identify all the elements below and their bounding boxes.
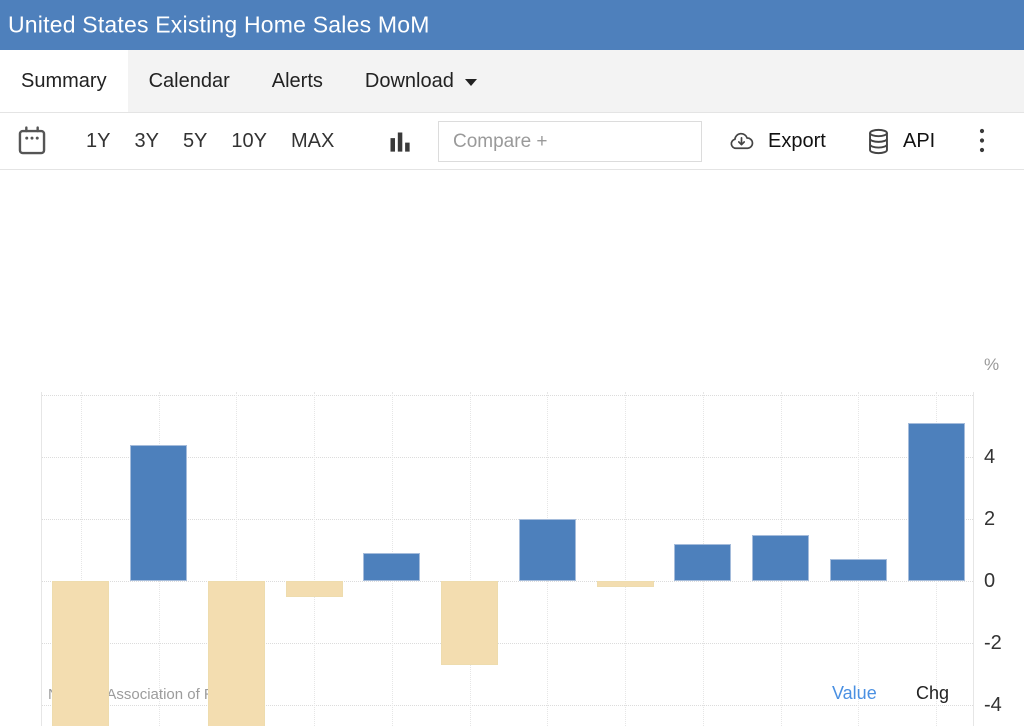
tab-bar: Summary Calendar Alerts Download bbox=[0, 50, 1024, 112]
page-title: United States Existing Home Sales MoM bbox=[8, 11, 430, 38]
chart-type-button[interactable] bbox=[386, 128, 413, 155]
bar-2025[interactable] bbox=[52, 581, 110, 726]
tab-summary[interactable]: Summary bbox=[0, 50, 128, 112]
tab-alerts-label: Alerts bbox=[271, 69, 323, 92]
tab-summary-label: Summary bbox=[21, 69, 107, 92]
cloud-download-icon bbox=[730, 132, 754, 149]
kebab-icon bbox=[979, 128, 985, 153]
export-label: Export bbox=[768, 129, 826, 152]
y-tick-label: -2 bbox=[984, 632, 1002, 655]
h-gridline bbox=[42, 395, 973, 397]
more-options-button[interactable] bbox=[978, 113, 986, 169]
bar-jun[interactable] bbox=[441, 581, 499, 665]
tab-calendar[interactable]: Calendar bbox=[128, 50, 251, 112]
api-label: API bbox=[903, 129, 936, 152]
compare-input[interactable] bbox=[438, 121, 702, 162]
y-tick-label: 2 bbox=[984, 508, 996, 531]
bar-apr[interactable] bbox=[285, 581, 343, 597]
tab-calendar-label: Calendar bbox=[148, 69, 230, 92]
y-tick-label: -4 bbox=[984, 694, 1002, 717]
chg-toggle[interactable]: Chg bbox=[916, 683, 950, 703]
bar-mar[interactable] bbox=[207, 581, 265, 726]
api-button[interactable]: API bbox=[864, 113, 935, 169]
bar-dec[interactable] bbox=[907, 423, 965, 582]
bar-aug[interactable] bbox=[596, 581, 654, 588]
range-max-button[interactable]: MAX bbox=[291, 129, 335, 152]
range-1y-button[interactable]: 1Y bbox=[86, 129, 111, 152]
tab-download[interactable]: Download bbox=[344, 50, 498, 112]
bar-nov[interactable] bbox=[829, 559, 887, 582]
h-gridline bbox=[42, 519, 973, 521]
plot-area: 420-2-4-62025FebMarAprMayJunJulAugSepOct… bbox=[41, 392, 1002, 726]
range-3y-button[interactable]: 3Y bbox=[134, 129, 159, 152]
h-gridline bbox=[42, 581, 973, 583]
bar-may[interactable] bbox=[363, 553, 421, 582]
v-gridline bbox=[236, 392, 238, 726]
v-gridline bbox=[625, 392, 627, 726]
column-chart-icon bbox=[390, 132, 410, 152]
h-gridline bbox=[42, 705, 973, 707]
y-tick-label: 0 bbox=[984, 570, 996, 593]
export-button[interactable]: Export bbox=[724, 113, 826, 169]
toolbar: 1Y 3Y 5Y 10Y MAX Export bbox=[0, 112, 1024, 170]
v-gridline bbox=[314, 392, 316, 726]
v-gridline bbox=[80, 392, 82, 726]
range-10y-button[interactable]: 10Y bbox=[231, 129, 267, 152]
v-gridline bbox=[469, 392, 471, 726]
tab-download-label: Download bbox=[364, 69, 454, 92]
y-tick-label: 4 bbox=[984, 446, 996, 469]
caret-down-icon bbox=[464, 79, 477, 86]
h-gridline bbox=[42, 457, 973, 459]
database-icon bbox=[869, 128, 888, 154]
title-bar: United States Existing Home Sales MoM bbox=[0, 0, 1024, 50]
value-toggle[interactable]: Value bbox=[832, 683, 877, 703]
bar-feb[interactable] bbox=[130, 444, 188, 582]
v-gridline bbox=[858, 392, 860, 726]
calendar-icon bbox=[18, 126, 46, 155]
range-5y-button[interactable]: 5Y bbox=[182, 129, 208, 152]
bar-jul[interactable] bbox=[518, 519, 576, 582]
y-axis-unit-label: % bbox=[984, 355, 1000, 374]
tab-alerts[interactable]: Alerts bbox=[251, 50, 344, 112]
range-selector: 1Y 3Y 5Y 10Y MAX bbox=[86, 113, 334, 169]
h-gridline bbox=[42, 643, 973, 645]
bar-oct[interactable] bbox=[752, 534, 810, 582]
calendar-range-button[interactable] bbox=[15, 124, 49, 158]
bar-sep[interactable] bbox=[674, 543, 732, 582]
chart-area: % 420-2-4-62025FebMarAprMayJunJulAugSepO… bbox=[0, 170, 1024, 726]
